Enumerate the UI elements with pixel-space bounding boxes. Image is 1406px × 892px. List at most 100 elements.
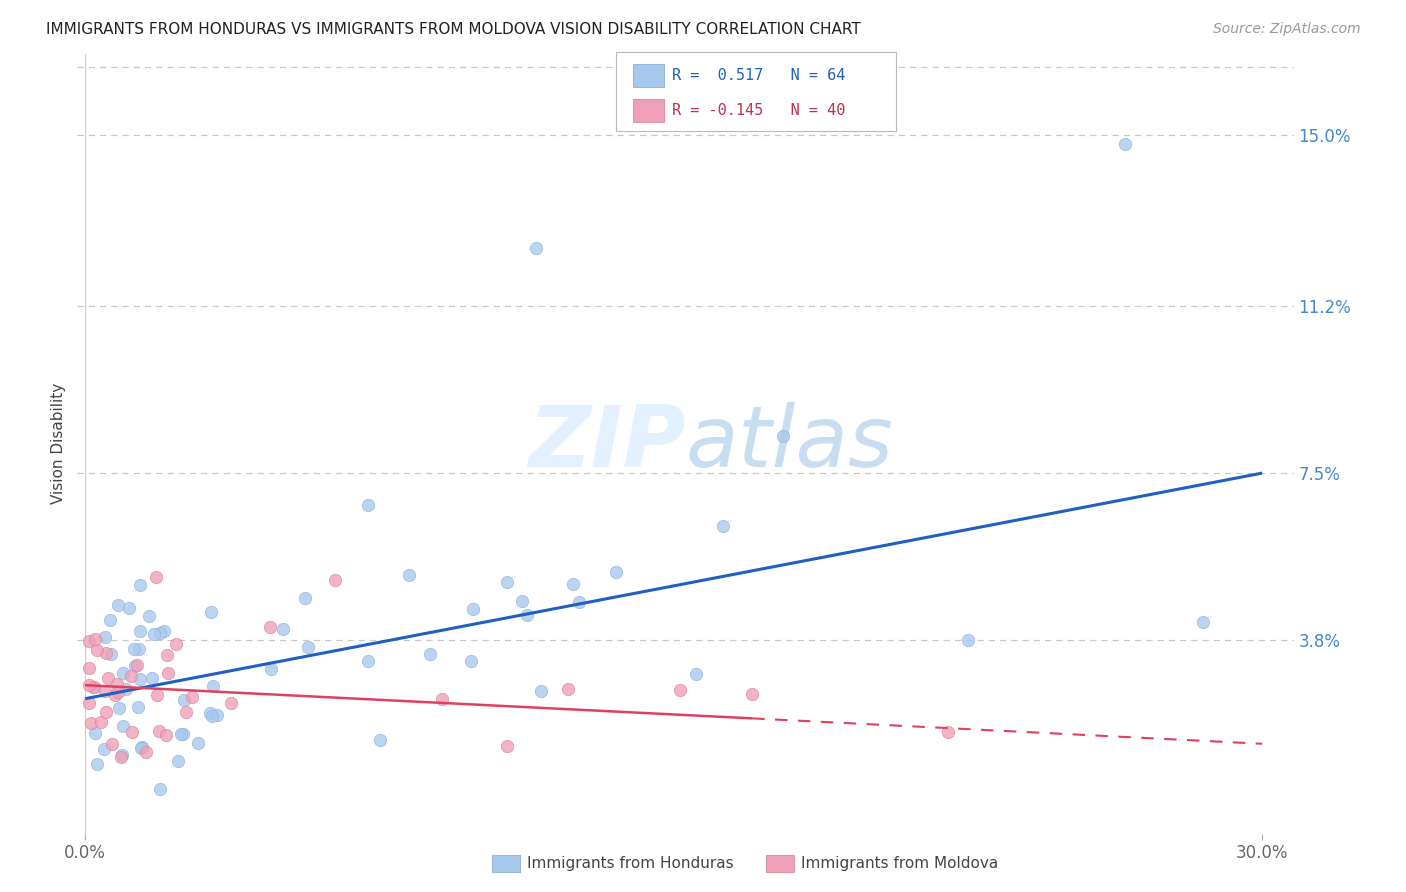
- Point: [129, 741, 152, 756]
- Point: [512, 594, 534, 608]
- Text: Immigrants from Moldova: Immigrants from Moldova: [801, 856, 998, 871]
- Point: [83, 681, 105, 695]
- Point: [259, 619, 281, 633]
- Point: [148, 781, 170, 796]
- Point: [100, 647, 122, 661]
- Point: [1192, 615, 1215, 629]
- Point: [271, 622, 294, 636]
- Point: [495, 739, 517, 754]
- Point: [205, 707, 228, 722]
- Text: Immigrants from Honduras: Immigrants from Honduras: [527, 856, 734, 871]
- Point: [93, 684, 115, 698]
- Point: [172, 727, 194, 741]
- Point: [772, 429, 794, 443]
- Point: [368, 733, 391, 747]
- Point: [148, 723, 170, 738]
- Point: [77, 634, 100, 648]
- Text: atlas: atlas: [686, 402, 893, 485]
- Point: [141, 671, 163, 685]
- Point: [108, 700, 131, 714]
- Point: [152, 624, 174, 638]
- Point: [110, 750, 132, 764]
- Point: [138, 609, 160, 624]
- Point: [357, 654, 380, 668]
- Point: [685, 667, 707, 681]
- Point: [187, 736, 209, 750]
- Point: [142, 627, 165, 641]
- Point: [460, 654, 482, 668]
- Point: [101, 737, 124, 751]
- Point: [166, 637, 188, 651]
- Point: [135, 745, 157, 759]
- Point: [956, 633, 979, 648]
- Point: [77, 677, 100, 691]
- Point: [202, 679, 225, 693]
- Point: [461, 602, 484, 616]
- Point: [146, 688, 169, 702]
- Point: [173, 693, 195, 707]
- Point: [100, 613, 122, 627]
- Point: [129, 577, 152, 591]
- Point: [77, 661, 100, 675]
- Point: [530, 684, 553, 698]
- Point: [118, 600, 141, 615]
- Point: [121, 725, 143, 739]
- Point: [669, 682, 692, 697]
- Point: [605, 565, 627, 579]
- Point: [145, 570, 167, 584]
- Point: [112, 718, 135, 732]
- Point: [356, 498, 378, 512]
- Point: [156, 665, 179, 680]
- Point: [107, 599, 129, 613]
- Text: ZIP: ZIP: [527, 402, 686, 485]
- Point: [198, 706, 221, 720]
- Point: [496, 575, 519, 590]
- Point: [149, 625, 172, 640]
- Point: [94, 646, 117, 660]
- Point: [936, 725, 959, 739]
- Point: [562, 577, 585, 591]
- Point: [166, 754, 188, 768]
- Point: [131, 740, 153, 755]
- Point: [111, 665, 134, 680]
- Point: [557, 682, 579, 697]
- Point: [155, 728, 177, 742]
- Point: [128, 624, 150, 639]
- Point: [516, 608, 538, 623]
- Y-axis label: Vision Disability: Vision Disability: [51, 384, 66, 504]
- Point: [1114, 136, 1136, 151]
- Point: [180, 690, 202, 705]
- Point: [419, 647, 441, 661]
- Point: [430, 691, 453, 706]
- Point: [93, 742, 115, 756]
- Point: [128, 672, 150, 686]
- Point: [174, 706, 197, 720]
- Point: [104, 689, 127, 703]
- Point: [323, 573, 346, 587]
- Point: [82, 680, 104, 694]
- Point: [94, 705, 117, 719]
- Point: [294, 591, 316, 606]
- Point: [127, 700, 149, 714]
- Point: [120, 669, 142, 683]
- Point: [79, 715, 101, 730]
- Point: [111, 747, 134, 762]
- Text: R = -0.145   N = 40: R = -0.145 N = 40: [672, 103, 845, 118]
- Text: R =  0.517   N = 64: R = 0.517 N = 64: [672, 69, 845, 83]
- Point: [297, 640, 319, 654]
- Point: [86, 757, 108, 772]
- Point: [260, 662, 283, 676]
- Point: [398, 568, 420, 582]
- Point: [83, 632, 105, 646]
- Text: Source: ZipAtlas.com: Source: ZipAtlas.com: [1213, 22, 1361, 37]
- Point: [97, 671, 120, 685]
- Point: [107, 677, 129, 691]
- Point: [200, 709, 222, 723]
- Point: [219, 697, 242, 711]
- Point: [128, 641, 150, 656]
- Point: [107, 685, 129, 699]
- Point: [86, 642, 108, 657]
- Point: [568, 595, 591, 609]
- Point: [156, 648, 179, 663]
- Point: [83, 726, 105, 740]
